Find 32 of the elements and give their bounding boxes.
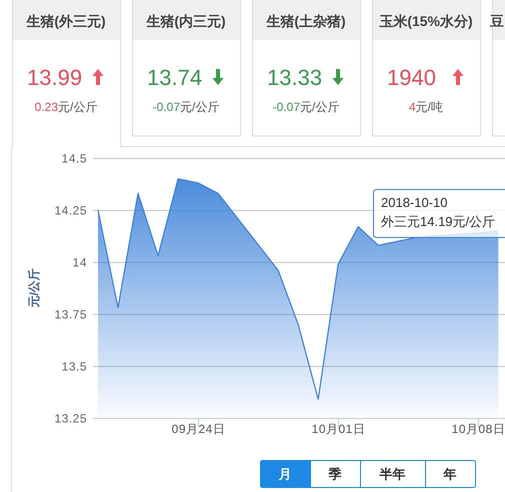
y-tick-label: 13.25 (54, 412, 87, 426)
annotation: 2018-10-10 外三元14.19元/公斤 (381, 195, 496, 229)
x-tick-label: 10月08日 (452, 422, 505, 436)
text: 元/公斤 (180, 100, 220, 114)
data-label: -0.07 (152, 100, 180, 114)
category-label: 季 (328, 466, 342, 482)
y-tick-label: 14.5 (62, 152, 87, 166)
x-tick-label: 10月01日 (312, 422, 366, 436)
text: 元/公斤 (58, 100, 98, 114)
text: 豆 (489, 13, 504, 29)
data-label: 13.74 (147, 65, 202, 90)
y-tick-label: 14 (72, 256, 87, 270)
data-label: 13.99 (27, 65, 82, 90)
y-tick-label: 13.75 (54, 308, 87, 322)
data-label: 1940 (387, 65, 436, 90)
category-label: 半年 (378, 466, 406, 482)
category-label: 月 (278, 466, 292, 482)
text: 元/公斤 (300, 100, 340, 114)
text: 生猪(外三元) (25, 13, 106, 29)
text: 生猪(内三元) (145, 13, 226, 29)
text: 玉米(15%水分) (378, 13, 473, 29)
y-tick-label: 13.5 (62, 360, 87, 374)
data-label: -0.07 (272, 100, 300, 114)
y-axis-title: 元/公斤 (27, 268, 41, 309)
text: 生猪(土杂猪) (265, 13, 346, 29)
data-label: 13.33 (267, 65, 322, 90)
text: 元/吨 (416, 100, 444, 114)
y-tick-label: 14.25 (54, 204, 87, 218)
x-tick-label: 09月24日 (172, 422, 226, 436)
data-label: 0.23 (34, 100, 58, 114)
category-label: 年 (442, 466, 456, 482)
data-label: 4 (408, 100, 416, 114)
